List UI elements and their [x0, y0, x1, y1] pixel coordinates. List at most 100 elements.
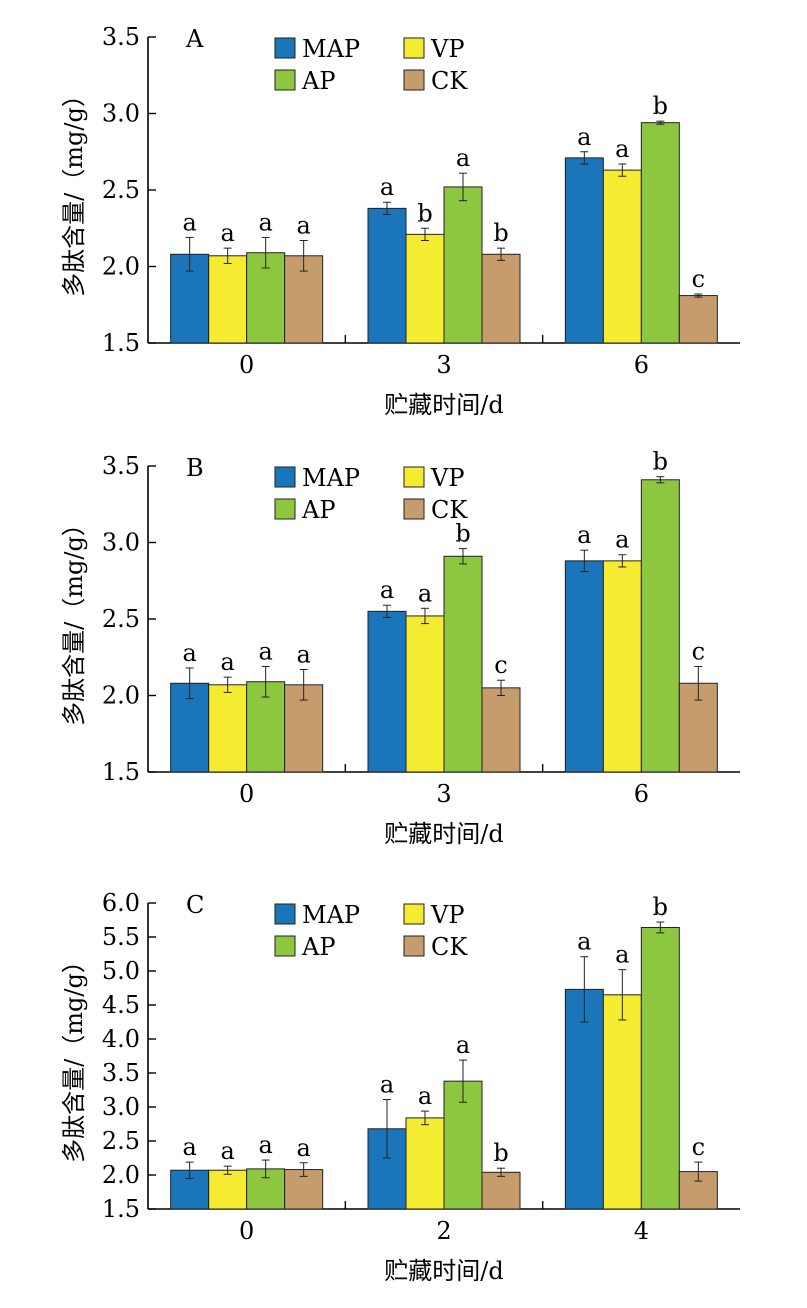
y-tick-label: 2.0 — [102, 682, 140, 710]
bar-ck — [678, 295, 718, 344]
y-axis-label: 多肽含量/（mg/g） — [60, 83, 88, 297]
x-tick-label: 0 — [239, 780, 254, 808]
significance-label: b — [653, 92, 668, 120]
legend-label-ap: AP — [301, 933, 335, 961]
y-tick-label: 2.5 — [102, 1127, 140, 1155]
significance-label: b — [417, 199, 432, 227]
significance-label: a — [380, 576, 394, 604]
panel-letter: C — [186, 891, 204, 919]
significance-label: c — [692, 1133, 705, 1161]
x-tick-label: 4 — [634, 1217, 649, 1245]
significance-label: a — [297, 640, 311, 668]
y-tick-label: 2.5 — [102, 176, 140, 204]
significance-label: a — [380, 173, 394, 201]
legend-label-vp: VP — [430, 35, 464, 63]
bar-ap — [640, 122, 680, 344]
bar-ck — [481, 1171, 521, 1210]
significance-label: a — [418, 1082, 432, 1110]
y-tick-label: 2.5 — [102, 605, 140, 633]
y-tick-label: 3.5 — [102, 452, 140, 480]
y-tick-label: 2.0 — [102, 253, 140, 281]
significance-label: c — [692, 265, 705, 293]
legend-label-ck: CK — [431, 933, 468, 961]
legend-label-map: MAP — [302, 464, 360, 492]
significance-label: a — [577, 928, 591, 956]
significance-label: a — [297, 211, 311, 239]
y-tick-label: 5.5 — [102, 923, 140, 951]
legend-label-ck: CK — [431, 496, 468, 524]
significance-label: a — [418, 579, 432, 607]
y-axis-label: 多肽含量/（mg/g） — [60, 512, 88, 726]
x-tick-label: 2 — [436, 1217, 451, 1245]
bar-ap — [443, 186, 483, 344]
significance-label: a — [183, 208, 197, 236]
significance-label: b — [653, 893, 668, 921]
bar-vp — [602, 169, 642, 344]
significance-label: a — [615, 135, 629, 163]
chart-panel-c: 1.52.02.53.03.54.04.55.05.56.00a a a a2a aab… — [60, 889, 740, 1285]
legend-swatch-map — [274, 37, 296, 59]
legend-label-vp: VP — [430, 901, 464, 929]
legend-swatch-ap — [274, 498, 296, 520]
legend-label-map: MAP — [302, 35, 360, 63]
x-tick-label: 3 — [436, 780, 451, 808]
legend-swatch-ck — [403, 935, 425, 957]
bar-vp — [602, 994, 642, 1210]
legend-swatch-vp — [403, 466, 425, 488]
significance-label: a — [259, 208, 273, 236]
significance-label: a — [615, 526, 629, 554]
legend-label-map: MAP — [302, 901, 360, 929]
panel-letter: A — [185, 25, 204, 53]
bar-map — [564, 560, 604, 773]
bar-vp — [405, 233, 445, 344]
y-tick-label: 2.0 — [102, 1161, 140, 1189]
legend-swatch-ap — [274, 935, 296, 957]
bar-vp — [208, 684, 248, 773]
y-tick-label: 4.5 — [102, 991, 140, 1019]
bar-vp — [602, 560, 642, 773]
panel-letter: B — [186, 454, 204, 482]
significance-label: a — [456, 1031, 470, 1059]
legend-swatch-map — [274, 903, 296, 925]
bar-ap — [443, 555, 483, 773]
significance-label: a — [577, 521, 591, 549]
y-tick-label: 4.0 — [102, 1025, 140, 1053]
legend-swatch-ap — [274, 69, 296, 91]
legend-label-ck: CK — [431, 67, 468, 95]
x-axis-label: 贮藏时间/d — [384, 391, 503, 419]
significance-label: a — [221, 219, 235, 247]
bar-ap — [640, 926, 680, 1210]
legend-label-ap: AP — [301, 67, 335, 95]
bar-ck — [481, 687, 521, 773]
y-tick-label: 3.0 — [102, 100, 140, 128]
bar-ap — [640, 479, 680, 773]
legend-label-vp: VP — [430, 464, 464, 492]
y-tick-label: 3.5 — [102, 23, 140, 51]
significance-label: a — [183, 1133, 197, 1161]
bar-map — [367, 207, 407, 344]
significance-label: b — [653, 448, 668, 476]
legend-swatch-vp — [403, 37, 425, 59]
x-tick-label: 0 — [239, 351, 254, 379]
significance-label: b — [455, 520, 470, 548]
x-tick-label: 3 — [436, 351, 451, 379]
legend-swatch-ck — [403, 69, 425, 91]
bar-map — [564, 988, 604, 1210]
significance-label: a — [221, 1137, 235, 1165]
bar-vp — [405, 615, 445, 773]
significance-label: a — [259, 637, 273, 665]
significance-label: a — [615, 941, 629, 969]
significance-label: a — [259, 1131, 273, 1159]
significance-label: a — [577, 123, 591, 151]
x-tick-label: 6 — [634, 780, 649, 808]
significance-label: a — [380, 1071, 394, 1099]
legend-swatch-map — [274, 466, 296, 488]
bar-ck — [481, 253, 521, 344]
y-tick-label: 5.0 — [102, 957, 140, 985]
y-tick-label: 3.0 — [102, 1093, 140, 1121]
significance-label: c — [494, 651, 507, 679]
significance-label: a — [221, 648, 235, 676]
